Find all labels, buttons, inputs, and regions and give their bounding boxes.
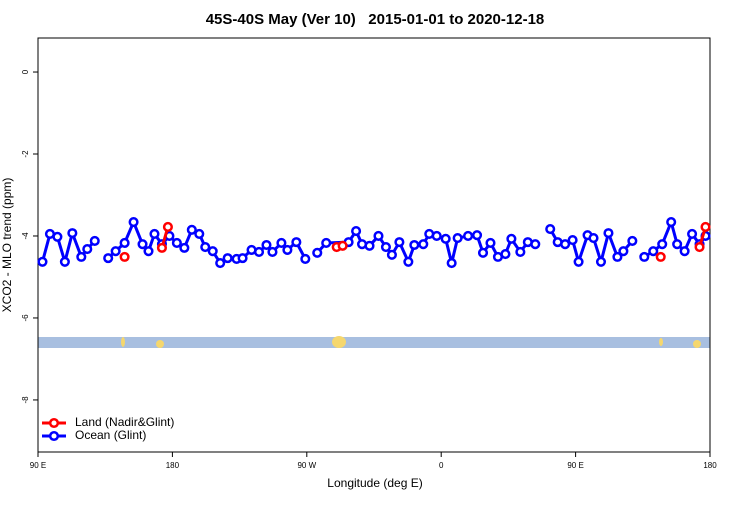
point — [276, 237, 287, 249]
point — [52, 231, 63, 242]
point — [679, 246, 690, 257]
point — [700, 221, 711, 233]
point — [156, 242, 167, 253]
point — [560, 239, 571, 250]
point — [506, 233, 517, 244]
point — [471, 230, 483, 241]
point — [215, 257, 226, 269]
y-tick-label: -8 — [21, 396, 30, 404]
y-axis-label: XCO2 - MLO trend (ppm) — [0, 178, 14, 313]
point — [373, 230, 384, 242]
point — [655, 251, 666, 262]
legend-label: Ocean (Glint) — [75, 428, 146, 442]
chart-title: 45S-40S May (Ver 10) 2015-01-01 to 2020-… — [206, 11, 545, 28]
point — [418, 239, 429, 250]
point — [639, 251, 650, 262]
point — [545, 223, 556, 235]
point — [515, 246, 526, 258]
point — [648, 246, 659, 257]
point — [207, 246, 218, 257]
point — [666, 216, 677, 228]
legend-marker — [48, 417, 60, 429]
point — [149, 228, 160, 239]
point — [351, 226, 362, 237]
point — [386, 249, 397, 260]
point — [82, 244, 93, 255]
point — [627, 235, 638, 246]
point — [440, 233, 451, 244]
x-axis-label: Longitude (deg E) — [327, 476, 422, 490]
plot-frame — [37, 37, 711, 453]
point — [672, 239, 683, 250]
point — [446, 257, 457, 269]
point — [452, 232, 463, 244]
point — [137, 239, 148, 250]
point — [409, 239, 420, 251]
point — [300, 253, 311, 264]
x-tick-label: 180 — [166, 461, 180, 470]
point — [364, 240, 375, 251]
point — [687, 228, 698, 239]
point — [337, 240, 348, 251]
point — [162, 221, 173, 233]
x-tick-label: 90 E — [567, 461, 583, 470]
point — [59, 256, 70, 267]
y-tick-label: -2 — [21, 150, 30, 158]
legend-marker — [48, 430, 60, 442]
point — [530, 239, 541, 250]
point — [394, 237, 405, 248]
point — [128, 216, 139, 228]
point — [37, 256, 48, 267]
point — [119, 237, 130, 249]
point — [222, 253, 233, 264]
point — [171, 237, 182, 249]
point — [603, 228, 614, 239]
land-strip — [38, 336, 710, 348]
y-tick-label: 0 — [21, 69, 30, 74]
point — [657, 239, 668, 250]
point — [237, 253, 248, 264]
y-tick-label: -4 — [21, 232, 30, 240]
y-tick-label: -6 — [21, 314, 30, 322]
x-tick-label: 90 W — [297, 461, 316, 470]
point — [500, 248, 511, 260]
point — [380, 241, 391, 253]
point — [403, 256, 414, 267]
point — [67, 228, 78, 239]
point — [612, 251, 623, 262]
point — [253, 246, 265, 258]
point — [119, 251, 130, 262]
point — [588, 232, 599, 244]
point — [282, 244, 293, 255]
point — [103, 253, 114, 264]
x-tick-label: 0 — [439, 461, 444, 470]
point — [694, 241, 705, 253]
point — [595, 256, 607, 267]
point — [618, 246, 629, 257]
point — [573, 256, 584, 267]
point — [485, 237, 496, 249]
point — [291, 237, 302, 248]
point — [76, 251, 87, 262]
point — [261, 239, 272, 251]
point — [200, 241, 211, 253]
x-tick-label: 180 — [703, 461, 717, 470]
point — [477, 247, 489, 258]
point — [194, 228, 205, 239]
point — [431, 230, 442, 242]
point — [312, 247, 323, 258]
point — [567, 235, 578, 246]
point — [143, 246, 154, 257]
x-tick-label: 90 E — [30, 461, 46, 470]
point — [110, 246, 121, 257]
legend-label: Land (Nadir&Glint) — [75, 415, 174, 429]
point — [463, 230, 474, 242]
point — [321, 237, 332, 249]
point — [186, 224, 197, 235]
point — [179, 242, 190, 253]
point — [89, 235, 100, 246]
point — [267, 246, 278, 258]
